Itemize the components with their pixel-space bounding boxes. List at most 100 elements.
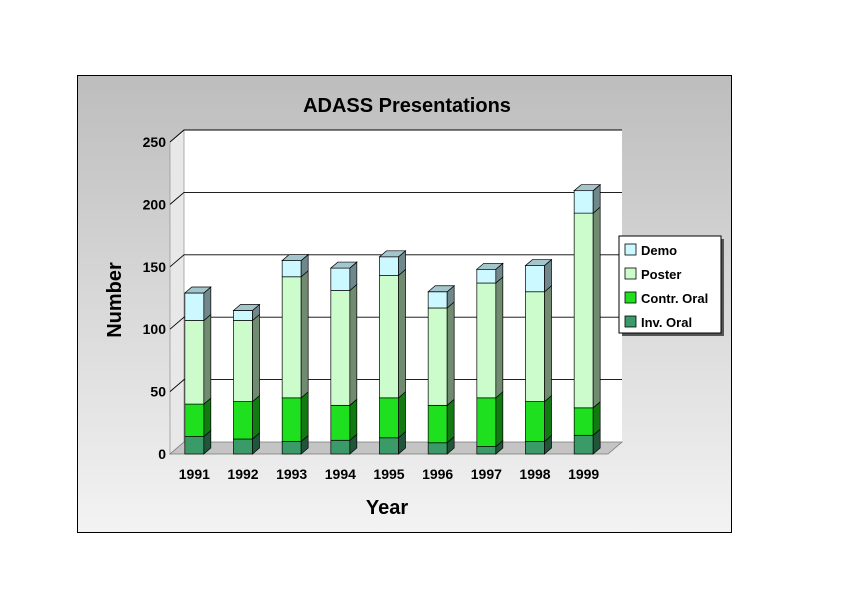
x-tick-label: 1991 (179, 466, 210, 482)
bar-side (349, 283, 358, 407)
legend-swatch (624, 243, 637, 256)
bar-top (329, 261, 358, 269)
bar-side (252, 313, 260, 403)
x-tick-label: 1997 (471, 466, 502, 482)
bar-side (446, 301, 455, 407)
bar-contr-oral-1995 (379, 397, 399, 439)
bar-poster-1993 (281, 276, 302, 399)
bar-top (573, 184, 602, 192)
bar-poster-1994 (330, 290, 351, 406)
bar-inv-oral-1993 (281, 441, 302, 455)
bar-inv-oral-1992 (233, 438, 253, 455)
y-tick-label: 250 (143, 134, 167, 150)
bar-side (495, 276, 504, 399)
bar-inv-oral-1996 (427, 442, 448, 455)
bar-side (398, 391, 406, 439)
bar-top (281, 254, 310, 261)
bar-poster-1999 (573, 212, 594, 409)
bar-poster-1991 (184, 320, 205, 405)
bar-top (183, 286, 212, 294)
bar-side (203, 397, 212, 438)
bar-contr-oral-1993 (281, 397, 302, 442)
bar-demo-1995 (379, 256, 399, 276)
x-tick-label: 1998 (519, 466, 550, 482)
bar-contr-oral-1997 (476, 397, 497, 447)
bar-inv-oral-1995 (379, 437, 399, 455)
gridline (169, 191, 622, 205)
y-tick-label: 50 (150, 384, 166, 400)
bar-side (203, 313, 212, 405)
legend-label: Contr. Oral (641, 291, 708, 306)
gridline (169, 379, 622, 392)
bar-poster-1992 (233, 320, 253, 402)
bar-contr-oral-1992 (233, 401, 253, 440)
gridline (169, 129, 622, 143)
chart-frame: 0 50 100 150 200 250 1991 1992 1993 1994 1995 1996… (77, 75, 732, 533)
x-tick-label: 1995 (373, 466, 404, 482)
bar-demo-1996 (427, 291, 448, 309)
y-tick-label: 100 (143, 321, 167, 337)
bar-demo-1992 (233, 310, 253, 321)
x-axis-ticks: 1991 1992 1993 1994 1995 1996 1997 1998 1999 (179, 466, 600, 482)
legend-label: Demo (641, 243, 677, 258)
bar-contr-oral-1996 (427, 404, 448, 444)
bar-contr-oral-1994 (330, 404, 351, 441)
bar-inv-oral-1997 (476, 446, 497, 455)
bar-top (427, 285, 456, 293)
legend-label: Poster (641, 267, 681, 282)
bar-poster-1998 (525, 291, 545, 402)
bar-side (252, 394, 260, 440)
x-tick-label: 1992 (227, 466, 258, 482)
bar-side (300, 270, 309, 399)
bar-side (592, 206, 601, 409)
x-tick-label: 1999 (568, 466, 599, 482)
legend-swatch (624, 267, 637, 280)
legend-swatch (624, 315, 637, 328)
x-axis-label: Year (366, 497, 408, 519)
bar-poster-1996 (427, 307, 448, 406)
legend: Demo Poster Contr. Oral Inv. Oral (618, 235, 724, 336)
bar-side (544, 394, 552, 443)
x-tick-label: 1993 (276, 466, 307, 482)
gridline (169, 254, 622, 268)
bar-inv-oral-1991 (184, 436, 205, 455)
bar-demo-1993 (281, 260, 302, 278)
chart-title: ADASS Presentations (303, 95, 511, 117)
bar-side (495, 391, 504, 448)
bar-side (349, 398, 358, 442)
bar-top (378, 250, 407, 258)
bar-demo-1998 (525, 265, 545, 293)
bar-top (524, 259, 553, 266)
bar-inv-oral-1998 (525, 441, 545, 455)
bar-poster-1997 (476, 282, 497, 399)
x-tick-label: 1994 (325, 466, 356, 482)
side-wall (169, 129, 185, 455)
y-axis-label: Number (104, 262, 126, 338)
chart-svg: 0 50 100 150 200 250 1991 1992 1993 1994 1995 1996… (104, 95, 724, 519)
bar-demo-1999 (573, 190, 594, 214)
y-tick-label: 0 (158, 446, 166, 462)
bar-side (446, 398, 455, 444)
y-axis-ticks: 0 50 100 150 200 250 (143, 134, 167, 462)
bar-contr-oral-1991 (184, 403, 205, 437)
bar-demo-1997 (476, 268, 497, 284)
bar-top (232, 304, 261, 311)
bar-inv-oral-1994 (330, 439, 351, 455)
x-tick-label: 1996 (422, 466, 453, 482)
bar-poster-1995 (379, 275, 399, 399)
bar-inv-oral-1999 (573, 434, 594, 455)
bar-demo-1994 (330, 267, 351, 291)
gridline (169, 316, 622, 330)
legend-swatch (624, 291, 637, 304)
legend-label: Inv. Oral (641, 315, 692, 330)
bar-side (398, 268, 406, 399)
bar-demo-1991 (184, 292, 205, 321)
y-tick-label: 200 (143, 196, 167, 212)
bar-top (475, 262, 504, 270)
bar-side (544, 284, 552, 403)
bar-side (300, 391, 309, 443)
bar-contr-oral-1998 (525, 401, 545, 442)
bars (183, 183, 602, 455)
grid-lines (169, 129, 622, 392)
bar-contr-oral-1999 (573, 407, 594, 436)
